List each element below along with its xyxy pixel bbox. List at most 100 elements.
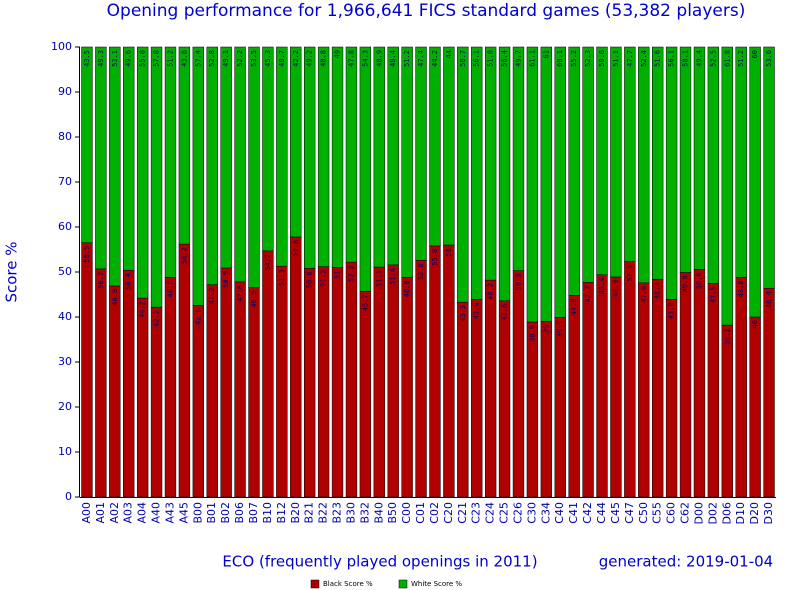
value-label: 48.9: [612, 280, 620, 297]
bar-segment: [596, 274, 608, 498]
x-tick-label: C34: [539, 502, 552, 524]
value-label: 60: [751, 50, 759, 58]
bar-segment: [484, 279, 497, 498]
value-label: 39: [542, 325, 550, 333]
x-tick-label: A45: [177, 502, 190, 524]
value-label: 54.3: [361, 50, 369, 67]
x-tick-label: B30: [344, 502, 357, 524]
bar-segment: [721, 46, 733, 326]
value-label: 51.6: [389, 268, 397, 285]
x-tick-label: C26: [511, 502, 524, 524]
bar-segment: [387, 264, 399, 498]
value-label: 52.6: [417, 263, 425, 280]
value-label: 51.2: [320, 270, 328, 287]
bar-segment: [248, 46, 260, 288]
bar-segment: [763, 287, 775, 498]
value-label: 49.4: [695, 50, 703, 67]
value-label: 51.3: [278, 269, 286, 286]
legend-label: White Score %: [411, 580, 462, 588]
bar-segment: [763, 46, 775, 289]
value-label: 55.8: [139, 50, 147, 67]
x-tick-label: D06: [720, 502, 733, 524]
value-label: 43.6: [501, 304, 509, 321]
value-label: 53.5: [250, 50, 258, 67]
x-tick-label: D30: [762, 502, 775, 524]
legend-swatch: [398, 579, 408, 589]
bar-segment: [498, 46, 511, 302]
bar-segment: [401, 277, 413, 498]
bar-segment: [206, 284, 218, 498]
bar-segment: [610, 46, 622, 278]
x-tick-label: B50: [386, 502, 399, 524]
bar-segment: [652, 278, 664, 498]
bar-segment: [624, 46, 636, 262]
legend-label: Black Score %: [323, 580, 373, 588]
bar-segment: [304, 268, 316, 498]
bar-segment: [248, 287, 260, 498]
y-tick-label: 20: [58, 400, 72, 413]
x-tick-label: B10: [261, 502, 274, 524]
bar-segment: [317, 46, 330, 267]
bar-segment: [304, 46, 316, 269]
value-label: 49.9: [682, 275, 690, 292]
bar-segment: [526, 321, 539, 498]
bar-segment: [234, 281, 246, 498]
value-label: 57.8: [153, 50, 161, 67]
x-tick-label: C62: [679, 502, 692, 524]
value-label: 57.4: [194, 50, 202, 67]
value-label: 48.8: [320, 50, 328, 67]
x-tick-label: B01: [205, 502, 218, 524]
y-tick-label: 50: [58, 265, 72, 278]
bar-segment: [457, 301, 469, 498]
bar-segment: [638, 282, 650, 498]
value-label: 61.1: [528, 50, 536, 67]
value-label: 48.7: [278, 50, 286, 67]
value-label: 44: [445, 50, 453, 58]
y-tick-label: 90: [58, 85, 72, 98]
x-tick-label: C60: [665, 502, 678, 524]
value-label: 52.2: [236, 50, 244, 67]
bar-segment: [234, 46, 246, 283]
value-label: 51.8: [487, 50, 495, 67]
x-tick-label: C23: [470, 502, 483, 524]
legend-swatch: [310, 579, 320, 589]
bar-segment: [526, 46, 539, 323]
bar-segment: [123, 46, 135, 271]
y-tick-label: 100: [51, 40, 72, 53]
bar-segment: [749, 46, 761, 318]
value-label: 51.2: [403, 50, 411, 67]
bar-segment: [290, 236, 302, 498]
bar-segment: [359, 46, 372, 292]
value-label: 47.7: [584, 285, 592, 302]
y-tick-label: 60: [58, 220, 72, 233]
value-label: 56.2: [180, 247, 188, 264]
x-tick-label: C45: [609, 502, 622, 524]
value-label: 48.4: [389, 50, 397, 67]
x-tick-label: A00: [80, 502, 93, 524]
value-label: 57.8: [292, 240, 300, 257]
bar-segment: [568, 295, 580, 498]
bar-segment: [345, 46, 358, 263]
x-tick-label: B23: [331, 502, 344, 524]
y-tick-label: 40: [58, 310, 72, 323]
x-tick-label: C41: [567, 502, 580, 524]
bar-segment: [568, 46, 580, 296]
value-label: 50.3: [514, 274, 522, 291]
y-tick-label: 80: [58, 130, 72, 143]
bar-segment: [220, 267, 232, 498]
bar-segment: [693, 46, 706, 270]
bar-segment: [471, 46, 483, 300]
value-label: 56.5: [83, 246, 91, 263]
bar-segment: [276, 46, 288, 267]
value-label: 47.7: [626, 50, 634, 67]
x-tick-label: A01: [94, 502, 107, 524]
value-label: 54.7: [264, 254, 272, 271]
value-label: 46.5: [250, 291, 258, 308]
value-label: 44.2: [431, 50, 439, 67]
bar-segment: [95, 46, 107, 270]
bar-segment: [665, 299, 678, 498]
value-label: 45.7: [361, 294, 369, 311]
bar-segment: [443, 244, 455, 498]
bar-segment: [679, 46, 692, 273]
value-label: 51.1: [612, 50, 620, 67]
